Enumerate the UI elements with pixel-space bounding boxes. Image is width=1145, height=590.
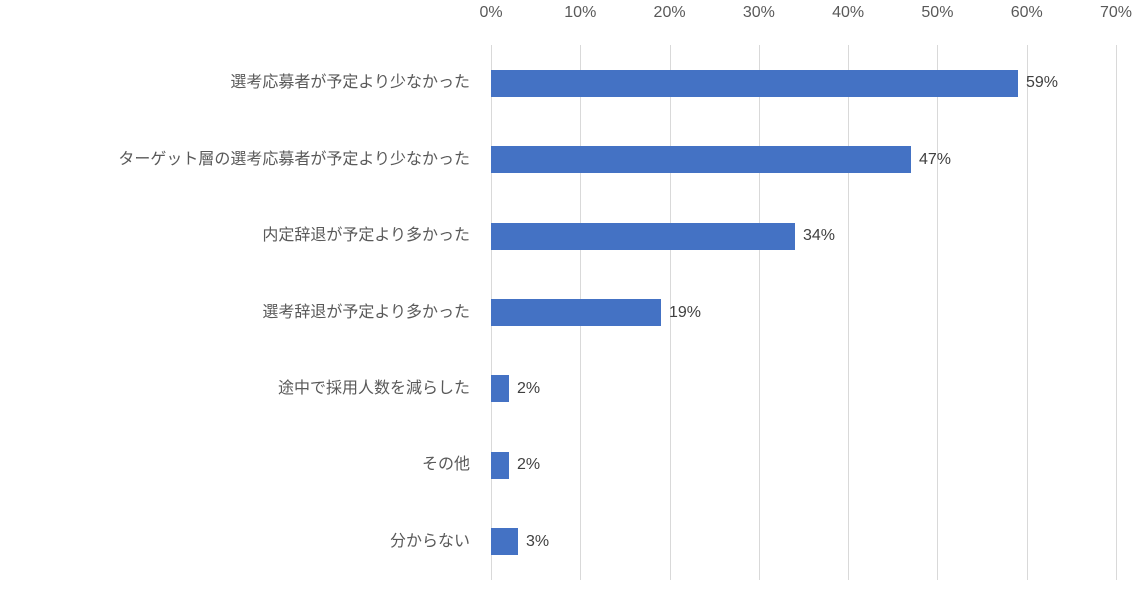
bar: [491, 452, 509, 479]
category-label: 選考辞退が予定より多かった: [262, 304, 470, 321]
x-axis-tick-label: 40%: [832, 4, 865, 21]
bar: [491, 528, 518, 555]
gridline: [1116, 45, 1117, 580]
value-label: 47%: [919, 151, 952, 168]
value-label: 59%: [1026, 74, 1059, 91]
x-axis-tick-label: 50%: [921, 4, 954, 21]
category-label: 途中で採用人数を減らした: [277, 380, 470, 397]
gridline: [848, 45, 849, 580]
category-label: ターゲット層の選考応募者が予定より少なかった: [118, 151, 470, 168]
x-axis-tick-label: 20%: [653, 4, 686, 21]
gridline: [937, 45, 938, 580]
x-axis-tick-label: 60%: [1010, 4, 1043, 21]
x-axis-tick-label: 10%: [564, 4, 597, 21]
x-axis-tick-label: 70%: [1099, 4, 1133, 21]
gridline: [759, 45, 760, 580]
bar: [491, 299, 661, 326]
category-label: 分からない: [389, 533, 470, 550]
x-axis-tick-label: 0%: [479, 4, 503, 21]
value-label: 2%: [517, 456, 541, 473]
gridline: [670, 45, 671, 580]
gridline: [1027, 45, 1028, 580]
bar: [491, 223, 795, 250]
category-label: 選考応募者が予定より少なかった: [230, 74, 470, 91]
bar: [491, 70, 1018, 97]
value-label: 34%: [803, 227, 836, 244]
value-label: 3%: [526, 533, 550, 550]
category-label: その他: [421, 456, 470, 473]
x-axis-tick-label: 30%: [742, 4, 775, 21]
category-label: 内定辞退が予定より多かった: [262, 227, 470, 244]
value-label: 2%: [517, 380, 541, 397]
bar: [491, 375, 509, 402]
bar: [491, 146, 911, 173]
value-label: 19%: [669, 304, 702, 321]
